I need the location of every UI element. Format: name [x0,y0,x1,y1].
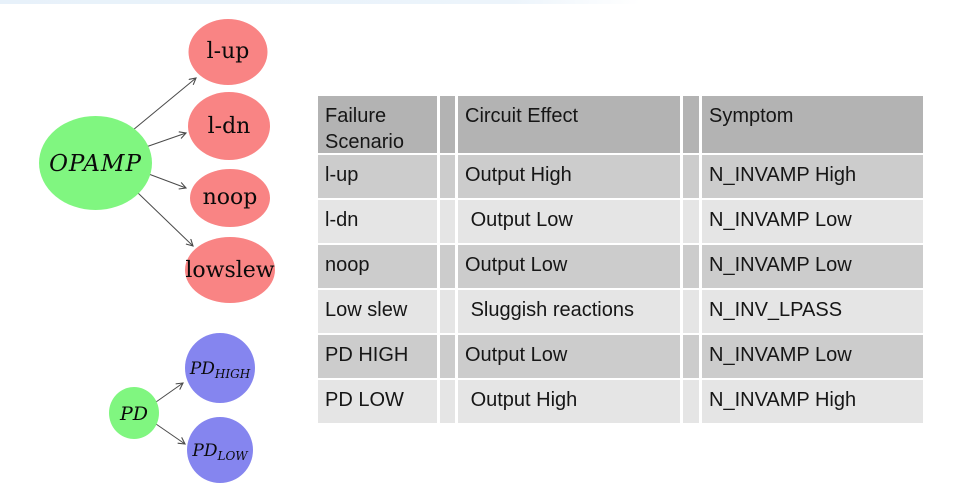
header-failure-scenario: Failure Scenario [318,96,437,153]
spacer-cell [683,200,699,243]
scenario-cell: Low slew [318,290,437,333]
header-spacer-2 [683,96,699,153]
edge-pd-pdlow [155,423,186,445]
top-edge-highlight [0,0,640,4]
scenario-cell: PD LOW [318,380,437,423]
node-pdhigh-shape [185,333,255,403]
symptom-cell: N_INVAMP High [702,155,923,198]
header-circuit-effect: Circuit Effect [458,96,680,153]
node-pd-label: PD [119,403,148,425]
node-pdhigh-label-sub: HIGH [214,367,251,381]
node-lup-shape [188,19,268,85]
failure-mode-diagram: OPAMP l-up l-dn noop lowslew PD PDHIGH P… [39,19,275,483]
header-symptom: Symptom [702,96,923,153]
failure-symptom-table: Failure Scenario Circuit Effect Symptom … [318,96,923,423]
edge-opamp-lup [132,77,197,131]
spacer-cell [440,335,455,378]
scenario-cell: l-up [318,155,437,198]
spacer-cell [440,290,455,333]
symptom-cell: N_INVAMP High [702,380,923,423]
node-pdhigh-label-base: PD [189,359,215,379]
node-pdhigh-label: PDHIGH [189,359,251,381]
effect-cell: Output Low [458,245,680,288]
node-noop-shape [190,169,270,227]
diagram-edges [132,77,197,445]
node-pdlow-label: PDLOW [191,441,249,463]
node-ldn-shape [188,92,270,160]
symptom-cell: N_INVAMP Low [702,200,923,243]
effect-cell: Sluggish reactions [458,290,680,333]
node-noop-label: noop [203,185,258,210]
node-lup-label: l-up [207,39,250,64]
header-spacer-1 [440,96,455,153]
scenario-cell: noop [318,245,437,288]
effect-cell: Output High [458,380,680,423]
node-pd-shape [109,387,159,439]
symptom-cell: N_INVAMP Low [702,245,923,288]
spacer-cell [683,380,699,423]
effect-cell: Output Low [458,335,680,378]
node-ldn-label: l-dn [208,114,251,139]
spacer-cell [440,200,455,243]
node-opamp-shape [39,116,152,210]
spacer-cell [683,155,699,198]
scenario-cell: l-dn [318,200,437,243]
spacer-cell [683,335,699,378]
edge-opamp-lowslew [137,192,194,247]
node-opamp-label: OPAMP [49,151,142,177]
edge-opamp-noop [145,172,188,190]
node-pdlow-label-base: PD [191,441,217,461]
spacer-cell [683,245,699,288]
spacer-cell [683,290,699,333]
node-pdlow-label-sub: LOW [216,449,249,463]
symptom-cell: N_INVAMP Low [702,335,923,378]
spacer-cell [440,245,455,288]
effect-cell: Output High [458,155,680,198]
node-lowslew-shape [185,237,275,303]
edge-pd-pdhigh [155,382,184,403]
spacer-cell [440,380,455,423]
scenario-cell: PD HIGH [318,335,437,378]
spacer-cell [440,155,455,198]
symptom-cell: N_INV_LPASS [702,290,923,333]
edge-opamp-ldn [142,131,188,149]
node-pdlow-shape [187,417,253,483]
node-lowslew-label: lowslew [185,258,274,283]
effect-cell: Output Low [458,200,680,243]
